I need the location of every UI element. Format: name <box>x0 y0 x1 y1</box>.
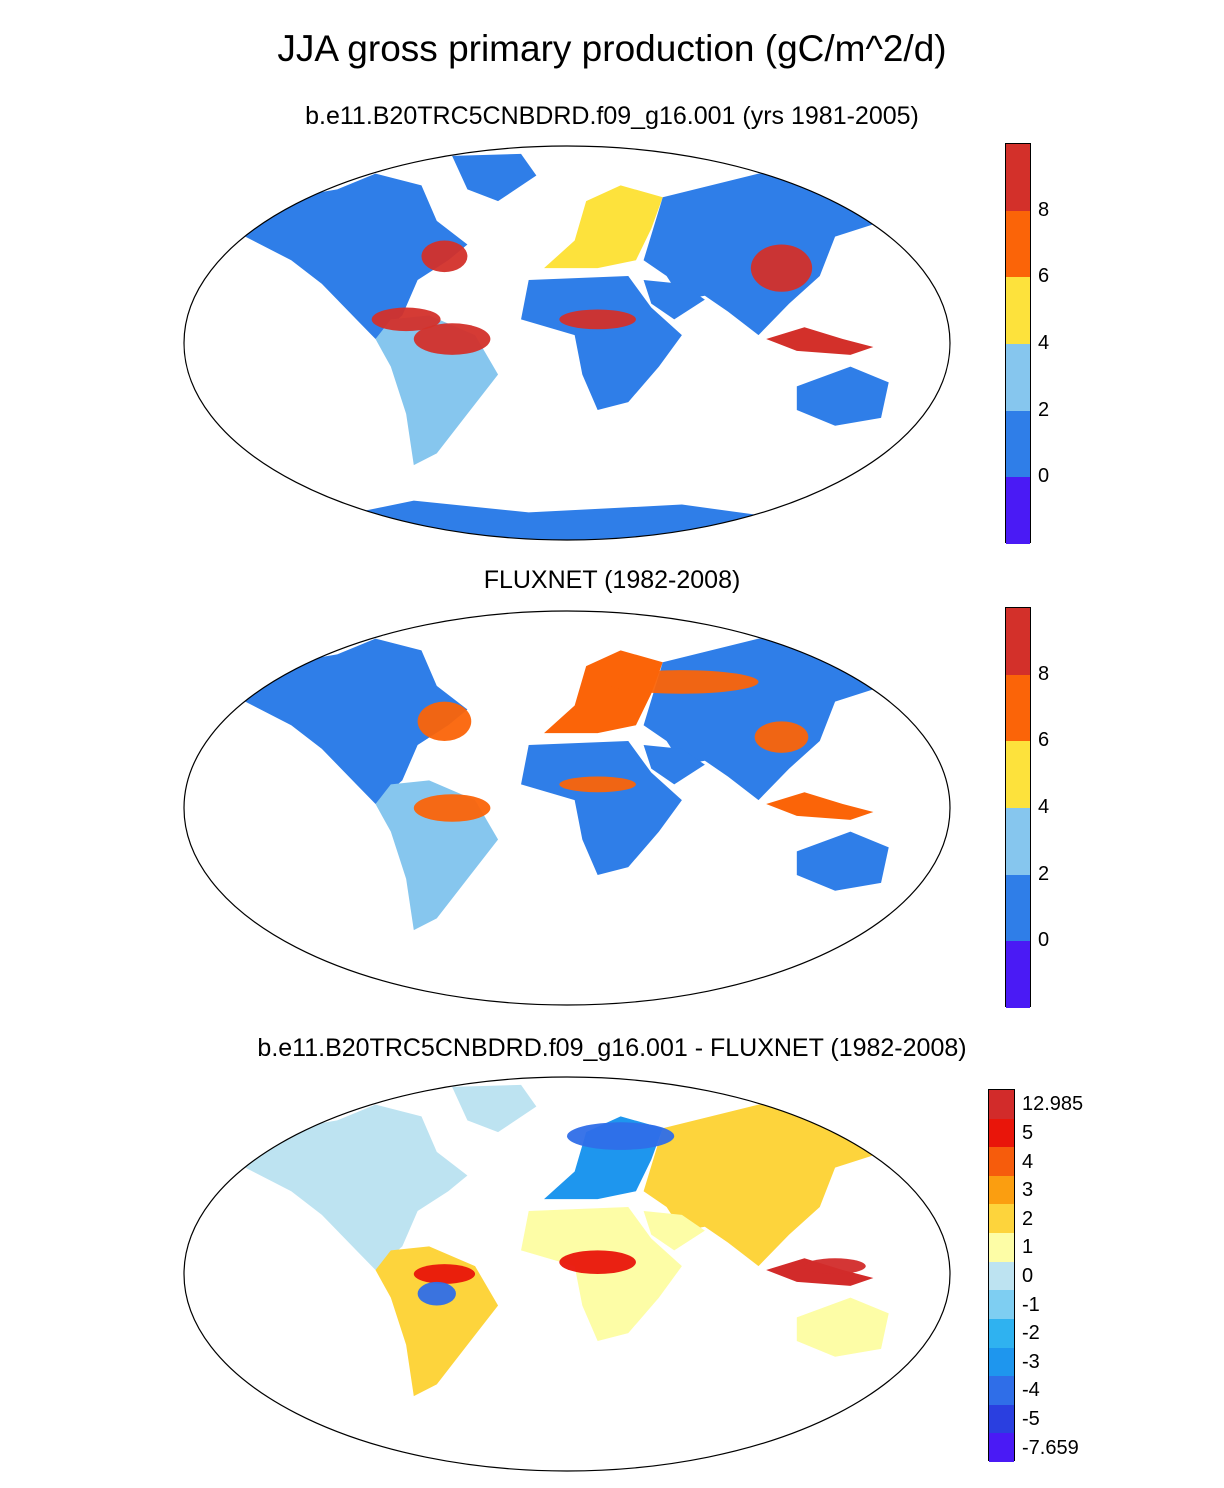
colorbar-segment <box>989 1433 1014 1462</box>
value-hotspot <box>559 309 636 330</box>
colorbar-tick-label: 6 <box>1038 729 1050 752</box>
colorbar-tick-label: -7.659 <box>1022 1436 1079 1459</box>
colorbar-model <box>1005 143 1031 544</box>
colorbar-segment <box>989 1376 1014 1405</box>
value-hotspot <box>413 794 491 822</box>
colorbar-segment <box>989 1147 1014 1176</box>
map-border <box>183 610 951 1006</box>
colorbar-tick-label: -4 <box>1022 1379 1040 1402</box>
colorbar-tick-label: -5 <box>1022 1408 1040 1431</box>
land-region-af <box>521 276 682 410</box>
land-region-an <box>299 966 835 1005</box>
colorbar-segment <box>1006 608 1030 675</box>
colorbar-segment <box>1006 741 1030 808</box>
land-region-au <box>797 832 889 891</box>
colorbar-segment <box>1006 874 1030 942</box>
colorbar-segment <box>1006 410 1030 478</box>
colorbar-tick-label: 4 <box>1022 1150 1034 1173</box>
colorbar-tick-label: -2 <box>1022 1322 1040 1345</box>
colorbar-tick-label: 12.985 <box>1022 1093 1084 1116</box>
panel-title-fluxnet: FLUXNET (1982-2008) <box>483 566 741 594</box>
value-hotspot <box>417 701 472 742</box>
colorbar-segment <box>989 1233 1014 1262</box>
colorbar-fluxnet <box>1005 607 1031 1008</box>
colorbar-tick-label: 6 <box>1038 265 1050 288</box>
map-difference <box>183 1076 951 1472</box>
main-title: JJA gross primary production (gC/m^2/d) <box>277 28 947 69</box>
value-hotspot <box>413 323 491 355</box>
land-region-af <box>521 1207 682 1341</box>
colorbar-segment <box>989 1090 1014 1119</box>
colorbar-segment <box>989 1290 1014 1319</box>
colorbar-segment <box>1006 144 1030 211</box>
value-hotspot <box>559 1250 636 1274</box>
land-region-au <box>797 1298 889 1357</box>
colorbar-tick-label: 5 <box>1022 1121 1034 1144</box>
land-region-me <box>644 1211 705 1250</box>
colorbar-tick-label: 8 <box>1038 662 1050 685</box>
colorbar-difference <box>988 1089 1015 1462</box>
colorbar-segment <box>989 1347 1014 1377</box>
colorbar-segment <box>1006 808 1030 875</box>
land-region-af <box>521 741 682 875</box>
land-region-mc <box>766 327 873 355</box>
colorbar-tick-label: 3 <box>1022 1179 1034 1202</box>
colorbar-segment <box>1006 210 1030 278</box>
value-hotspot <box>421 240 468 273</box>
colorbar-tick-label: -3 <box>1022 1350 1040 1373</box>
land-region-an <box>299 501 835 540</box>
value-hotspot <box>371 307 441 332</box>
colorbar-tick-label: 8 <box>1038 198 1050 221</box>
colorbar-segment <box>989 1118 1014 1148</box>
land-region-sa <box>376 1246 499 1396</box>
map-model <box>183 145 951 541</box>
value-hotspot <box>417 1281 456 1306</box>
colorbar-tick-label: 2 <box>1038 862 1050 885</box>
colorbar-segment <box>1006 674 1030 742</box>
colorbar-segment <box>989 1318 1014 1348</box>
value-hotspot <box>804 1258 866 1274</box>
colorbar-segment <box>989 1261 1014 1291</box>
land-region-me <box>644 745 705 784</box>
colorbar-segment <box>1006 344 1030 411</box>
colorbar-tick-label: 0 <box>1038 929 1050 952</box>
land-region-mc <box>766 792 873 820</box>
colorbar-segment <box>1006 941 1030 1008</box>
panel-title-difference: b.e11.B20TRC5CNBDRD.f09_g16.001 - FLUXNE… <box>257 1034 967 1062</box>
value-hotspot <box>750 244 813 292</box>
colorbar-segment <box>1006 277 1030 344</box>
land-region-gl <box>452 1085 536 1132</box>
value-hotspot <box>605 670 759 694</box>
colorbar-tick-label: 2 <box>1038 398 1050 421</box>
colorbar-tick-label: -1 <box>1022 1293 1040 1316</box>
colorbar-tick-label: 4 <box>1038 332 1050 354</box>
colorbar-segment <box>1006 477 1030 544</box>
value-hotspot <box>413 1264 476 1284</box>
colorbar-tick-label: 0 <box>1022 1265 1034 1287</box>
land-region-gl <box>452 154 536 201</box>
colorbar-tick-label: 0 <box>1038 465 1050 488</box>
colorbar-segment <box>989 1204 1014 1234</box>
land-region-gl <box>452 619 536 666</box>
value-hotspot <box>559 776 636 793</box>
value-hotspot <box>754 721 809 753</box>
land-region-eu <box>544 185 663 268</box>
land-region-na <box>211 1105 468 1270</box>
land-region-au <box>797 367 889 426</box>
map-fluxnet <box>183 610 951 1006</box>
colorbar-tick-label: 1 <box>1022 1236 1034 1259</box>
value-hotspot <box>567 1122 675 1150</box>
colorbar-segment <box>989 1404 1014 1434</box>
map-border <box>183 1076 951 1472</box>
colorbar-tick-label: 4 <box>1038 796 1050 818</box>
panel-title-model: b.e11.B20TRC5CNBDRD.f09_g16.001 (yrs 198… <box>305 102 919 130</box>
colorbar-segment <box>989 1175 1014 1205</box>
land-region-me <box>644 280 705 319</box>
colorbar-tick-label: 2 <box>1022 1207 1034 1230</box>
map-border <box>183 145 951 541</box>
land-region-an <box>299 1432 835 1471</box>
